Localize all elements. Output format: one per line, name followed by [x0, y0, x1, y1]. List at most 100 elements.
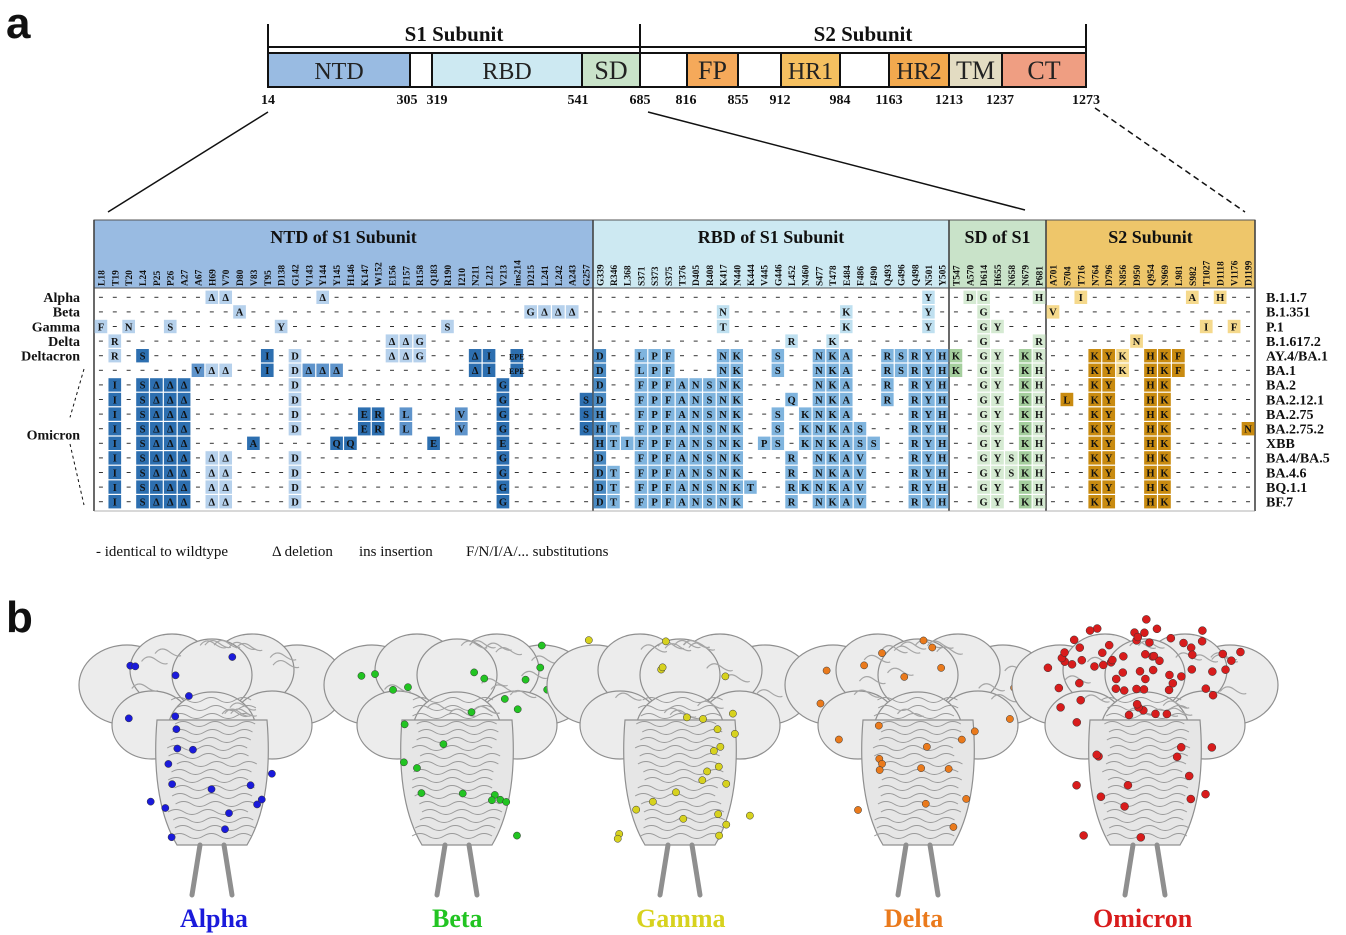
group-label: Beta: [53, 306, 80, 321]
position-label: T20: [125, 270, 135, 286]
section-header-sd: [948, 219, 1047, 289]
position-label: D405: [692, 265, 702, 286]
mutation-label: Δ: [181, 395, 188, 406]
mutation-label: S: [140, 483, 146, 494]
mutation-cell: [607, 436, 620, 450]
mutation-sphere: [513, 831, 521, 840]
mutation-cell: [730, 378, 744, 392]
helix-texture: [643, 809, 725, 815]
mutation-cell: [675, 407, 689, 421]
mutation-cell: [607, 480, 620, 494]
mutation-cell: [908, 378, 922, 392]
domain-ct: [1001, 52, 1087, 88]
mutation-label: H: [596, 439, 604, 450]
mutation-label: A: [678, 410, 686, 421]
mutation-label: R: [374, 425, 382, 436]
mutation-sphere: [537, 641, 546, 650]
mutation-label: Q: [332, 439, 340, 450]
variant-name: BA.2: [1266, 379, 1296, 394]
panel-b-letter: b: [6, 593, 33, 642]
mutation-sphere: [500, 695, 509, 703]
mutation-label: F: [665, 483, 671, 494]
mutation-label: A: [843, 439, 851, 450]
omicron-bracket-bottom: [69, 443, 85, 506]
mutation-label: D: [291, 352, 299, 363]
mutation-sphere: [860, 661, 868, 670]
mutation-cell: [977, 363, 990, 377]
mutation-label: S: [167, 322, 173, 333]
mutation-label: N: [815, 483, 823, 494]
mutation-label: K: [1160, 468, 1169, 479]
group-label: Alpha: [43, 291, 80, 306]
position-label: D138: [278, 265, 288, 286]
mutation-cell: [935, 495, 949, 509]
helix-texture: [644, 777, 725, 783]
helix-texture: [167, 809, 249, 815]
mutation-label: K: [1021, 468, 1030, 479]
mutation-cell: [441, 319, 454, 334]
mutation-sphere: [1177, 672, 1186, 681]
mutation-cell: [744, 480, 757, 494]
mutation-cell: [689, 465, 702, 480]
mutation-sphere: [488, 796, 496, 805]
mutation-cell: [482, 349, 496, 363]
mutation-cell: [1018, 436, 1032, 450]
position-label: T95: [264, 270, 274, 286]
mutation-label: V: [856, 498, 864, 509]
mutation-label: A: [678, 498, 686, 509]
mutation-label: Δ: [306, 366, 313, 377]
helix-texture: [880, 809, 962, 815]
mutation-cell: [662, 495, 675, 509]
ribbon-texture: [1083, 694, 1110, 703]
mutation-cell: [853, 495, 867, 509]
mutation-cell: [840, 451, 853, 465]
mutation-sphere: [1104, 640, 1114, 650]
helix-texture: [637, 785, 719, 791]
variant-name: B.1.1.7: [1266, 291, 1307, 306]
mutation-cell: [1088, 465, 1102, 480]
mutation-label: S: [775, 410, 781, 421]
spike-stem: [434, 842, 480, 898]
position-label: E484: [843, 265, 853, 286]
position-label: N460: [802, 265, 812, 286]
ribbon-texture: [1219, 686, 1247, 695]
mutation-sphere: [679, 814, 688, 823]
mutation-label: H: [1035, 498, 1043, 509]
mutation-label: K: [1160, 498, 1169, 509]
mutation-label: Δ: [222, 483, 229, 494]
mutation-label: Δ: [167, 425, 174, 436]
mutation-cell: [648, 363, 661, 377]
mutation-label: Y: [994, 483, 1002, 494]
mutation-cell: [935, 436, 949, 450]
mutation-label: F: [638, 454, 644, 465]
mutation-label: G: [499, 468, 507, 479]
mutation-label: D: [291, 483, 299, 494]
helix-texture: [1108, 825, 1190, 831]
mutation-cell: [881, 378, 894, 392]
mutation-label: R: [911, 352, 919, 363]
position-label: N658: [1008, 265, 1018, 286]
mutation-cell: [302, 363, 316, 377]
mutation-cell: [288, 451, 302, 465]
mutation-cell: [922, 407, 935, 421]
mutation-sphere: [480, 674, 489, 683]
mutation-sphere: [521, 675, 530, 684]
mutation-label: Δ: [209, 498, 216, 509]
mutation-cell: [922, 305, 935, 319]
mutation-cell: [607, 465, 620, 480]
mutation-cell: [922, 495, 935, 509]
mutation-cell: [205, 363, 219, 377]
mutation-cell: [108, 392, 122, 407]
mutation-label: Δ: [181, 439, 188, 450]
mutation-label: F: [665, 410, 671, 421]
mutation-label: R: [374, 410, 382, 421]
helix-texture: [1109, 745, 1191, 751]
mutation-cell: [1088, 436, 1102, 450]
mutation-sphere: [1148, 665, 1158, 675]
mutation-label: D: [291, 468, 299, 479]
mutation-cell: [991, 319, 1004, 334]
mutation-label: N: [719, 425, 727, 436]
ribbon-texture: [863, 654, 891, 664]
helix-texture: [643, 825, 724, 831]
mutation-cell: [1144, 480, 1157, 494]
